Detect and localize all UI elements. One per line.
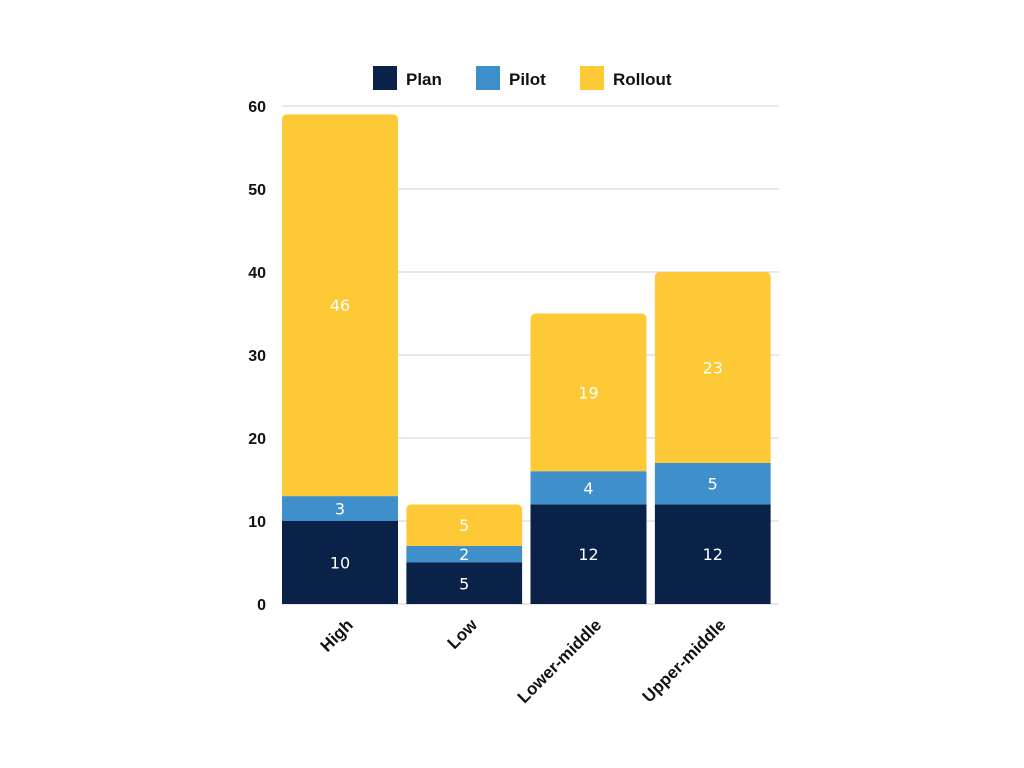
bar-segment-pilot (654, 462, 771, 505)
y-tick-label: 20 (248, 431, 266, 448)
data-label: 3 (335, 500, 345, 519)
data-label: 19 (578, 383, 598, 402)
data-label: 5 (459, 516, 469, 535)
data-label: 23 (703, 358, 723, 377)
y-tick-label: 10 (248, 514, 266, 531)
bar-segment-pilot (406, 545, 523, 563)
bar-stack (406, 504, 523, 604)
bar-segment-plan (406, 562, 523, 604)
y-tick-label: 40 (248, 265, 266, 282)
y-tick-label: 60 (248, 99, 266, 116)
bar-segment-pilot (282, 496, 398, 521)
data-label: 12 (703, 545, 723, 564)
y-tick-label: 0 (257, 597, 266, 614)
data-label: 5 (459, 574, 469, 593)
bar-stack (654, 272, 771, 604)
legend-swatch (476, 66, 500, 90)
bar-segment-rollout (654, 272, 771, 463)
data-labels: 10 3 46 5 2 5 12 4 19 12 5 23 (330, 296, 723, 593)
bar-segment-rollout (406, 504, 523, 546)
legend-label: Plan (406, 70, 442, 89)
x-axis: High Low Lower-middle Upper-middle (317, 615, 730, 707)
x-tick-label: Lower-middle (514, 615, 606, 707)
bar-stack (530, 313, 647, 604)
bar-segment-pilot (530, 471, 647, 505)
legend-swatch (580, 66, 604, 90)
x-tick-label: Low (444, 615, 482, 653)
x-tick-label: Upper-middle (639, 615, 730, 706)
bar-stack (282, 114, 398, 604)
bars (282, 114, 771, 604)
legend: Plan Pilot Rollout (373, 66, 672, 90)
y-tick-label: 30 (248, 348, 266, 365)
legend-label: Rollout (613, 70, 672, 89)
data-label: 10 (330, 554, 350, 573)
legend-item-rollout: Rollout (580, 66, 672, 90)
x-tick-label: High (317, 615, 357, 655)
data-label: 46 (330, 296, 350, 315)
legend-label: Pilot (509, 70, 546, 89)
data-label: 5 (708, 475, 718, 494)
y-tick-label: 50 (248, 182, 266, 199)
bar-segment-plan (654, 504, 771, 604)
data-label: 2 (459, 545, 469, 564)
data-label: 4 (583, 479, 593, 498)
legend-item-plan: Plan (373, 66, 442, 90)
bar-segment-plan (530, 504, 647, 604)
y-axis: 0 10 20 30 40 50 60 (248, 99, 266, 614)
bar-segment-rollout (282, 114, 398, 497)
legend-item-pilot: Pilot (476, 66, 546, 90)
data-label: 12 (578, 545, 598, 564)
bar-segment-plan (282, 521, 398, 604)
legend-swatch (373, 66, 397, 90)
bar-segment-rollout (530, 313, 647, 472)
